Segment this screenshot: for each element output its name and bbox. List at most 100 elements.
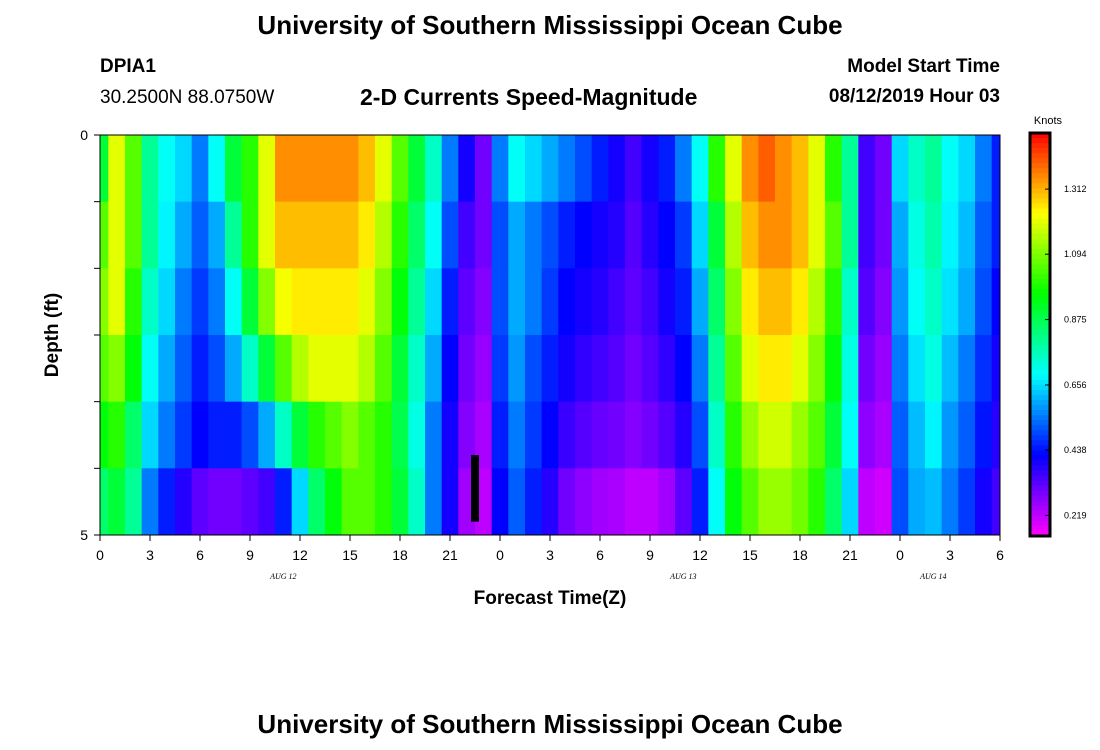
x-axis-label: Forecast Time(Z) <box>474 588 627 609</box>
heatmap-cell <box>858 468 876 536</box>
heatmap-cell <box>641 335 659 403</box>
heatmap-cell <box>825 268 843 336</box>
heatmap-cell <box>475 401 493 469</box>
colorbar-swatch <box>1030 304 1050 310</box>
x-tick-label: 6 <box>596 547 604 563</box>
heatmap-cell <box>241 201 259 269</box>
heatmap-cell <box>575 201 593 269</box>
heatmap-cell <box>441 201 459 269</box>
heatmap-cell <box>591 135 609 203</box>
colorbar-tick-label: 0.656 <box>1064 380 1087 390</box>
heatmap-cell <box>100 135 109 203</box>
heatmap-cell <box>358 468 376 536</box>
heatmap-cell <box>925 401 943 469</box>
heatmap-cell <box>541 268 559 336</box>
heatmap-cell <box>525 135 543 203</box>
heatmap-cell <box>141 401 159 469</box>
heatmap-cell <box>508 401 526 469</box>
heatmap-cell <box>375 201 393 269</box>
y-tick-label: 5 <box>80 527 88 543</box>
heatmap-cell <box>325 468 343 536</box>
colorbar-swatch <box>1030 384 1050 391</box>
colorbar-swatch <box>1030 138 1050 144</box>
heatmap-cell <box>291 468 309 536</box>
heatmap-cell <box>375 268 393 336</box>
x-date-label: AUG 13 <box>669 572 696 581</box>
colorbar-swatch <box>1030 490 1050 497</box>
heatmap-cell <box>241 468 259 536</box>
x-tick-label: 3 <box>946 547 954 563</box>
heatmap-cell <box>241 335 259 403</box>
heatmap-cell <box>491 401 509 469</box>
colorbar-swatch <box>1030 148 1050 154</box>
colorbar-swatch <box>1030 359 1050 366</box>
heatmap-cell <box>841 401 859 469</box>
heatmap-cell <box>725 135 743 203</box>
colorbar-swatch <box>1030 374 1050 381</box>
heatmap-cell <box>608 268 626 336</box>
model-start-label: Model Start Time <box>847 56 1000 77</box>
colorbar-swatch <box>1030 495 1050 502</box>
heatmap-cell <box>591 268 609 336</box>
heatmap-cells <box>100 135 1001 536</box>
heatmap-cell <box>275 201 293 269</box>
heatmap-cell <box>625 135 643 203</box>
heatmap-cell <box>658 268 676 336</box>
heatmap-cell <box>191 268 209 336</box>
heatmap-cell <box>108 268 126 336</box>
heatmap-cell <box>908 401 926 469</box>
heatmap-cell <box>741 135 759 203</box>
heatmap-cell <box>825 135 843 203</box>
x-tick-label: 15 <box>342 547 358 563</box>
heatmap-cell <box>575 468 593 536</box>
heatmap-cell <box>608 201 626 269</box>
heatmap-cell <box>425 401 443 469</box>
x-tick-label: 3 <box>546 547 554 563</box>
heatmap-cell <box>158 335 176 403</box>
heatmap-cell <box>658 401 676 469</box>
heatmap-cell <box>858 135 876 203</box>
colorbar-swatch <box>1030 485 1050 492</box>
x-tick-label: 21 <box>842 547 858 563</box>
heatmap-cell <box>441 401 459 469</box>
heatmap-cell <box>775 468 793 536</box>
colorbar-swatch <box>1030 309 1050 315</box>
heatmap-cell <box>458 401 476 469</box>
heatmap-cell <box>458 135 476 203</box>
heatmap-cell <box>241 135 259 203</box>
heatmap-cell <box>208 401 226 469</box>
colorbar-swatch <box>1030 445 1050 451</box>
heatmap-cell <box>775 335 793 403</box>
heatmap-cell <box>675 135 693 203</box>
heatmap-cell <box>608 335 626 403</box>
heatmap-cell <box>308 268 326 336</box>
x-tick-label: 18 <box>792 547 808 563</box>
x-tick-label: 18 <box>392 547 408 563</box>
heatmap-cell <box>541 401 559 469</box>
heatmap-cell <box>891 268 909 336</box>
heatmap-cell <box>141 268 159 336</box>
heatmap-cell <box>758 335 776 403</box>
x-tick-label: 21 <box>442 547 458 563</box>
colorbar-swatch <box>1030 208 1050 215</box>
heatmap-cell <box>258 268 276 336</box>
heatmap-cell <box>558 135 576 203</box>
colorbar-swatch <box>1030 203 1050 210</box>
heatmap-cell <box>675 335 693 403</box>
heatmap-cell <box>708 268 726 336</box>
heatmap-cell <box>475 335 493 403</box>
colorbar-swatch <box>1030 289 1050 295</box>
x-tick-label: 0 <box>896 547 904 563</box>
heatmap-cell <box>758 135 776 203</box>
heatmap-cell <box>708 468 726 536</box>
y-tick-label: 0 <box>80 127 88 143</box>
heatmap-cell <box>975 268 993 336</box>
heatmap-cell <box>275 135 293 203</box>
heatmap-cell <box>491 268 509 336</box>
heatmap-cell <box>775 135 793 203</box>
colorbar-swatch <box>1030 279 1050 285</box>
colorbar-swatch <box>1030 520 1050 527</box>
heatmap-cell <box>308 201 326 269</box>
heatmap-cell <box>391 201 409 269</box>
heatmap-cell <box>975 468 993 536</box>
